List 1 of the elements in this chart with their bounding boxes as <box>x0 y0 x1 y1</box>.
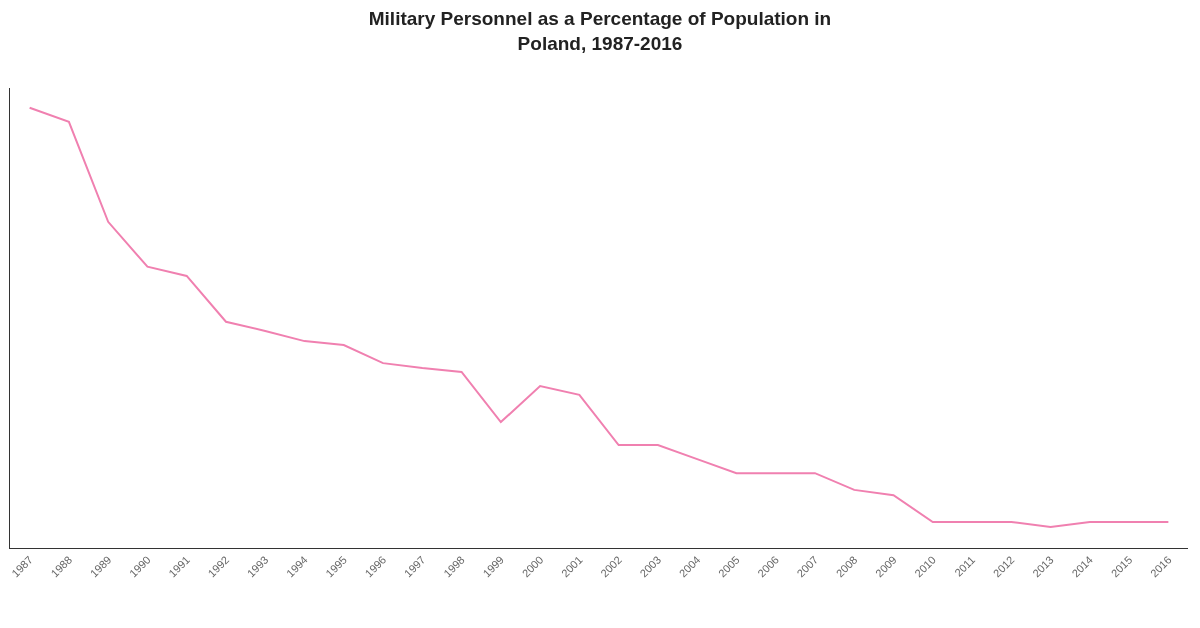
chart-title: Military Personnel as a Percentage of Population in Poland, 1987-2016 <box>368 8 832 54</box>
